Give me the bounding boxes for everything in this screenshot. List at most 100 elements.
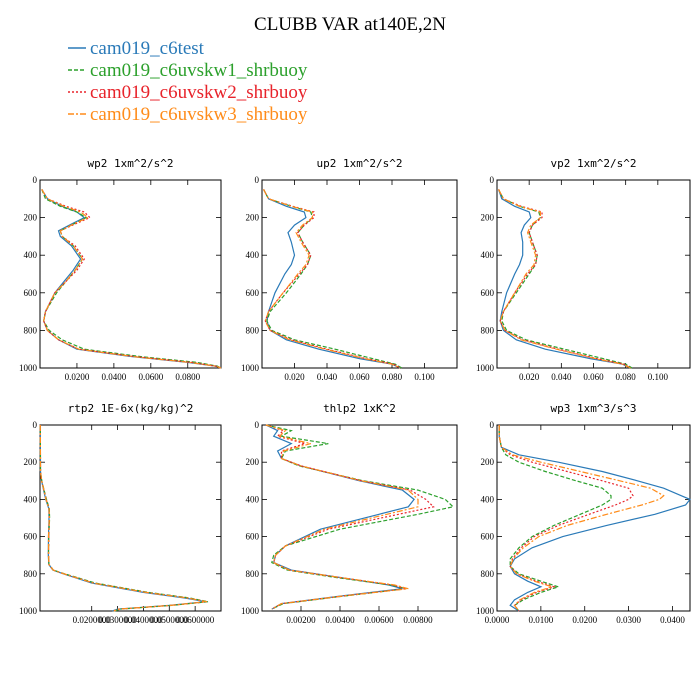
x-tick-label: 0.0400000 [124,615,163,625]
x-tick-label: 0.100 [414,372,435,382]
y-tick-label: 400 [481,494,495,504]
series-line-2 [41,189,222,369]
y-tick-label: 1000 [19,363,38,373]
panel-title: wp2 1xm^2/s^2 [87,157,173,170]
panel-title: wp3 1xm^3/s^3 [550,402,636,415]
series-line-2 [265,424,435,610]
series-line-2 [39,424,207,612]
legend: cam019_c6test cam019_c6uvskw1_shrbuoy ca… [68,38,308,125]
x-tick-label: 0.080 [382,372,403,382]
series-line-0 [39,424,206,612]
y-tick-label: 1000 [241,363,260,373]
y-tick-label: 800 [246,569,260,579]
y-tick-label: 1000 [476,606,495,616]
series-line-3 [498,425,665,612]
x-tick-label: 0.060 [349,372,370,382]
series-line-2 [498,189,631,369]
series-line-3 [498,189,631,369]
y-tick-label: 1000 [476,363,495,373]
y-tick-label: 0 [490,420,495,430]
x-tick-label: 0.020 [519,372,540,382]
legend-label-2: cam019_c6uvskw2_shrbuoy [90,82,308,103]
x-tick-label: 0.040 [551,372,572,382]
y-tick-label: 0 [255,420,260,430]
x-tick-label: 0.0100 [528,615,553,625]
y-tick-label: 600 [246,532,260,542]
y-tick-label: 800 [24,569,38,579]
x-tick-label: 0.0300 [616,615,641,625]
series-line-0 [265,424,415,610]
x-tick-label: 0.0600000 [176,615,215,625]
y-tick-label: 400 [24,250,38,260]
x-tick-label: 0.00400 [325,615,355,625]
series-line-1 [41,189,222,369]
panel-title: thlp2 1xK^2 [323,402,396,415]
x-tick-label: 0.0000 [485,615,510,625]
x-tick-label: 0.0200 [65,372,90,382]
y-tick-label: 600 [481,288,495,298]
x-tick-label: 0.00200 [286,615,316,625]
series-line-0 [263,189,401,369]
series-line-3 [39,424,207,612]
series-line-1 [39,424,209,612]
panel-3: rtp2 1E-6x(kg/kg)^2 0 200 400 600 800 1000 0.02… [19,402,222,625]
legend-entry: cam019_c6uvskw3_shrbuoy [68,104,308,125]
series-line-0 [498,189,631,369]
y-tick-label: 400 [246,494,260,504]
y-tick-label: 800 [24,325,38,335]
y-tick-label: 800 [246,325,260,335]
x-tick-label: 0.0500000 [150,615,189,625]
x-tick-label: 0.080 [616,372,637,382]
figure-title: CLUBB VAR at140E,2N [254,14,446,35]
y-tick-label: 1000 [241,606,260,616]
y-tick-label: 200 [24,457,38,467]
panel-title: up2 1xm^2/s^2 [316,157,402,170]
y-tick-label: 0 [255,175,260,185]
series-line-2 [263,189,401,369]
y-tick-label: 600 [24,288,38,298]
x-tick-label: 0.0600 [138,372,163,382]
x-tick-label: 0.100 [648,372,669,382]
y-tick-label: 600 [24,532,38,542]
y-tick-label: 400 [24,494,38,504]
panel-1: up2 1xm^2/s^2 0 200 400 600 800 1000 0.020 0.040… [241,157,458,382]
y-tick-label: 800 [481,325,495,335]
panel-title: rtp2 1E-6x(kg/kg)^2 [68,402,194,415]
x-tick-label: 0.020 [284,372,305,382]
series-line-1 [498,189,633,369]
y-tick-label: 1000 [19,606,38,616]
y-tick-label: 200 [481,213,495,223]
panel-4: thlp2 1xK^2 0 200 400 600 800 1000 0.00200 0.004… [241,402,458,625]
legend-label-1: cam019_c6uvskw1_shrbuoy [90,60,308,81]
y-tick-label: 0 [33,420,38,430]
series-line-3 [41,189,222,369]
legend-entry: cam019_c6uvskw2_shrbuoy [68,82,308,103]
series-line-1 [265,424,455,610]
panel-frame [261,424,458,612]
legend-label-0: cam019_c6test [90,38,205,59]
y-tick-label: 800 [481,569,495,579]
panel-frame [39,179,222,369]
legend-entry: cam019_c6test [68,38,205,59]
y-tick-label: 200 [24,213,38,223]
panel-frame [496,424,691,612]
y-tick-label: 200 [481,457,495,467]
x-tick-label: 0.0200 [572,615,597,625]
y-tick-label: 600 [246,288,260,298]
y-tick-label: 0 [33,175,38,185]
x-tick-label: 0.0400 [102,372,127,382]
y-tick-label: 0 [490,175,495,185]
panel-frame [39,424,222,612]
y-tick-label: 200 [246,213,260,223]
x-tick-label: 0.00600 [364,615,394,625]
y-tick-label: 200 [246,457,260,467]
x-tick-label: 0.0300000 [98,615,137,625]
legend-entry: cam019_c6uvskw1_shrbuoy [68,60,308,81]
panel-0: wp2 1xm^2/s^2 0 200 400 600 800 1000 0.0200 0.04… [19,157,222,382]
x-tick-label: 0.040 [317,372,338,382]
panel-2: vp2 1xm^2/s^2 0 200 400 600 800 1000 0.020 0.040… [476,157,691,382]
x-tick-label: 0.0400 [660,615,685,625]
